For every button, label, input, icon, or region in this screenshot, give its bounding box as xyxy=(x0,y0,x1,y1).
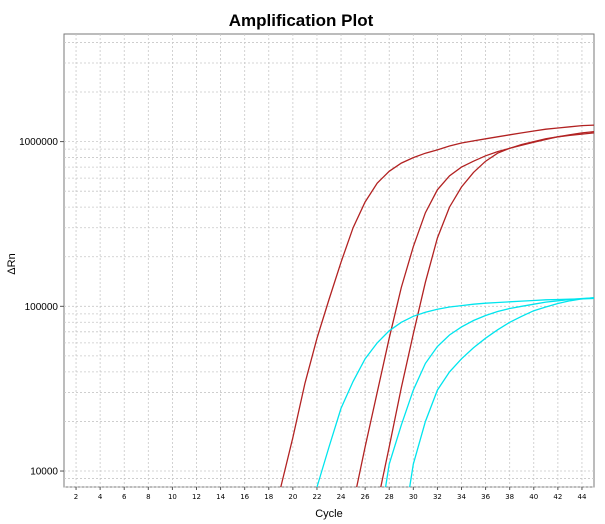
x-tick-label-8: 18 xyxy=(264,493,273,501)
x-axis-label: Cycle xyxy=(315,508,343,520)
x-tick-label-6: 14 xyxy=(216,493,225,501)
x-axis-ticks: 2 4 6 8 10 12 14 16 18 20 22 24 26 28 30 32 34 36 38 40 42 44 xyxy=(74,487,587,501)
x-tick-label-12: 26 xyxy=(361,493,370,501)
x-tick-label-17: 36 xyxy=(481,493,490,501)
series-layer xyxy=(280,124,595,488)
x-tick-label-18: 38 xyxy=(505,493,514,501)
series-line-3 xyxy=(380,132,595,488)
y-axis-ticks: 10000 100000 1000000 xyxy=(19,137,64,478)
x-tick-label-21: 44 xyxy=(577,493,586,501)
x-tick-label-5: 12 xyxy=(192,493,201,501)
series-line-6 xyxy=(409,296,595,488)
series-line-4 xyxy=(316,297,595,488)
x-tick-label-14: 30 xyxy=(409,493,418,501)
x-tick-label-19: 40 xyxy=(529,493,538,501)
y-axis-label: ΔRn xyxy=(6,253,18,274)
x-tick-label-11: 24 xyxy=(337,493,346,501)
x-tick-label-10: 22 xyxy=(312,493,321,501)
grid xyxy=(64,34,594,488)
x-tick-label-7: 16 xyxy=(240,493,249,501)
y-tick-label-1: 100000 xyxy=(25,302,59,313)
plot-area xyxy=(63,33,595,488)
x-tick-label-9: 20 xyxy=(288,493,297,501)
x-tick-label-4: 10 xyxy=(168,493,177,501)
x-tick-label-2: 6 xyxy=(122,493,127,501)
x-tick-label-13: 28 xyxy=(385,493,394,501)
x-tick-label-1: 4 xyxy=(98,493,103,501)
y-tick-label-0: 10000 xyxy=(30,467,58,478)
series-line-5 xyxy=(384,297,595,488)
x-tick-label-3: 8 xyxy=(146,493,150,501)
x-tick-label-15: 32 xyxy=(433,493,442,501)
x-tick-label-0: 2 xyxy=(74,493,78,501)
y-tick-label-2: 1000000 xyxy=(19,137,58,148)
x-tick-label-16: 34 xyxy=(457,493,466,501)
chart-title: Amplification Plot xyxy=(229,11,374,30)
x-tick-label-20: 42 xyxy=(553,493,562,501)
series-line-1 xyxy=(280,124,595,488)
